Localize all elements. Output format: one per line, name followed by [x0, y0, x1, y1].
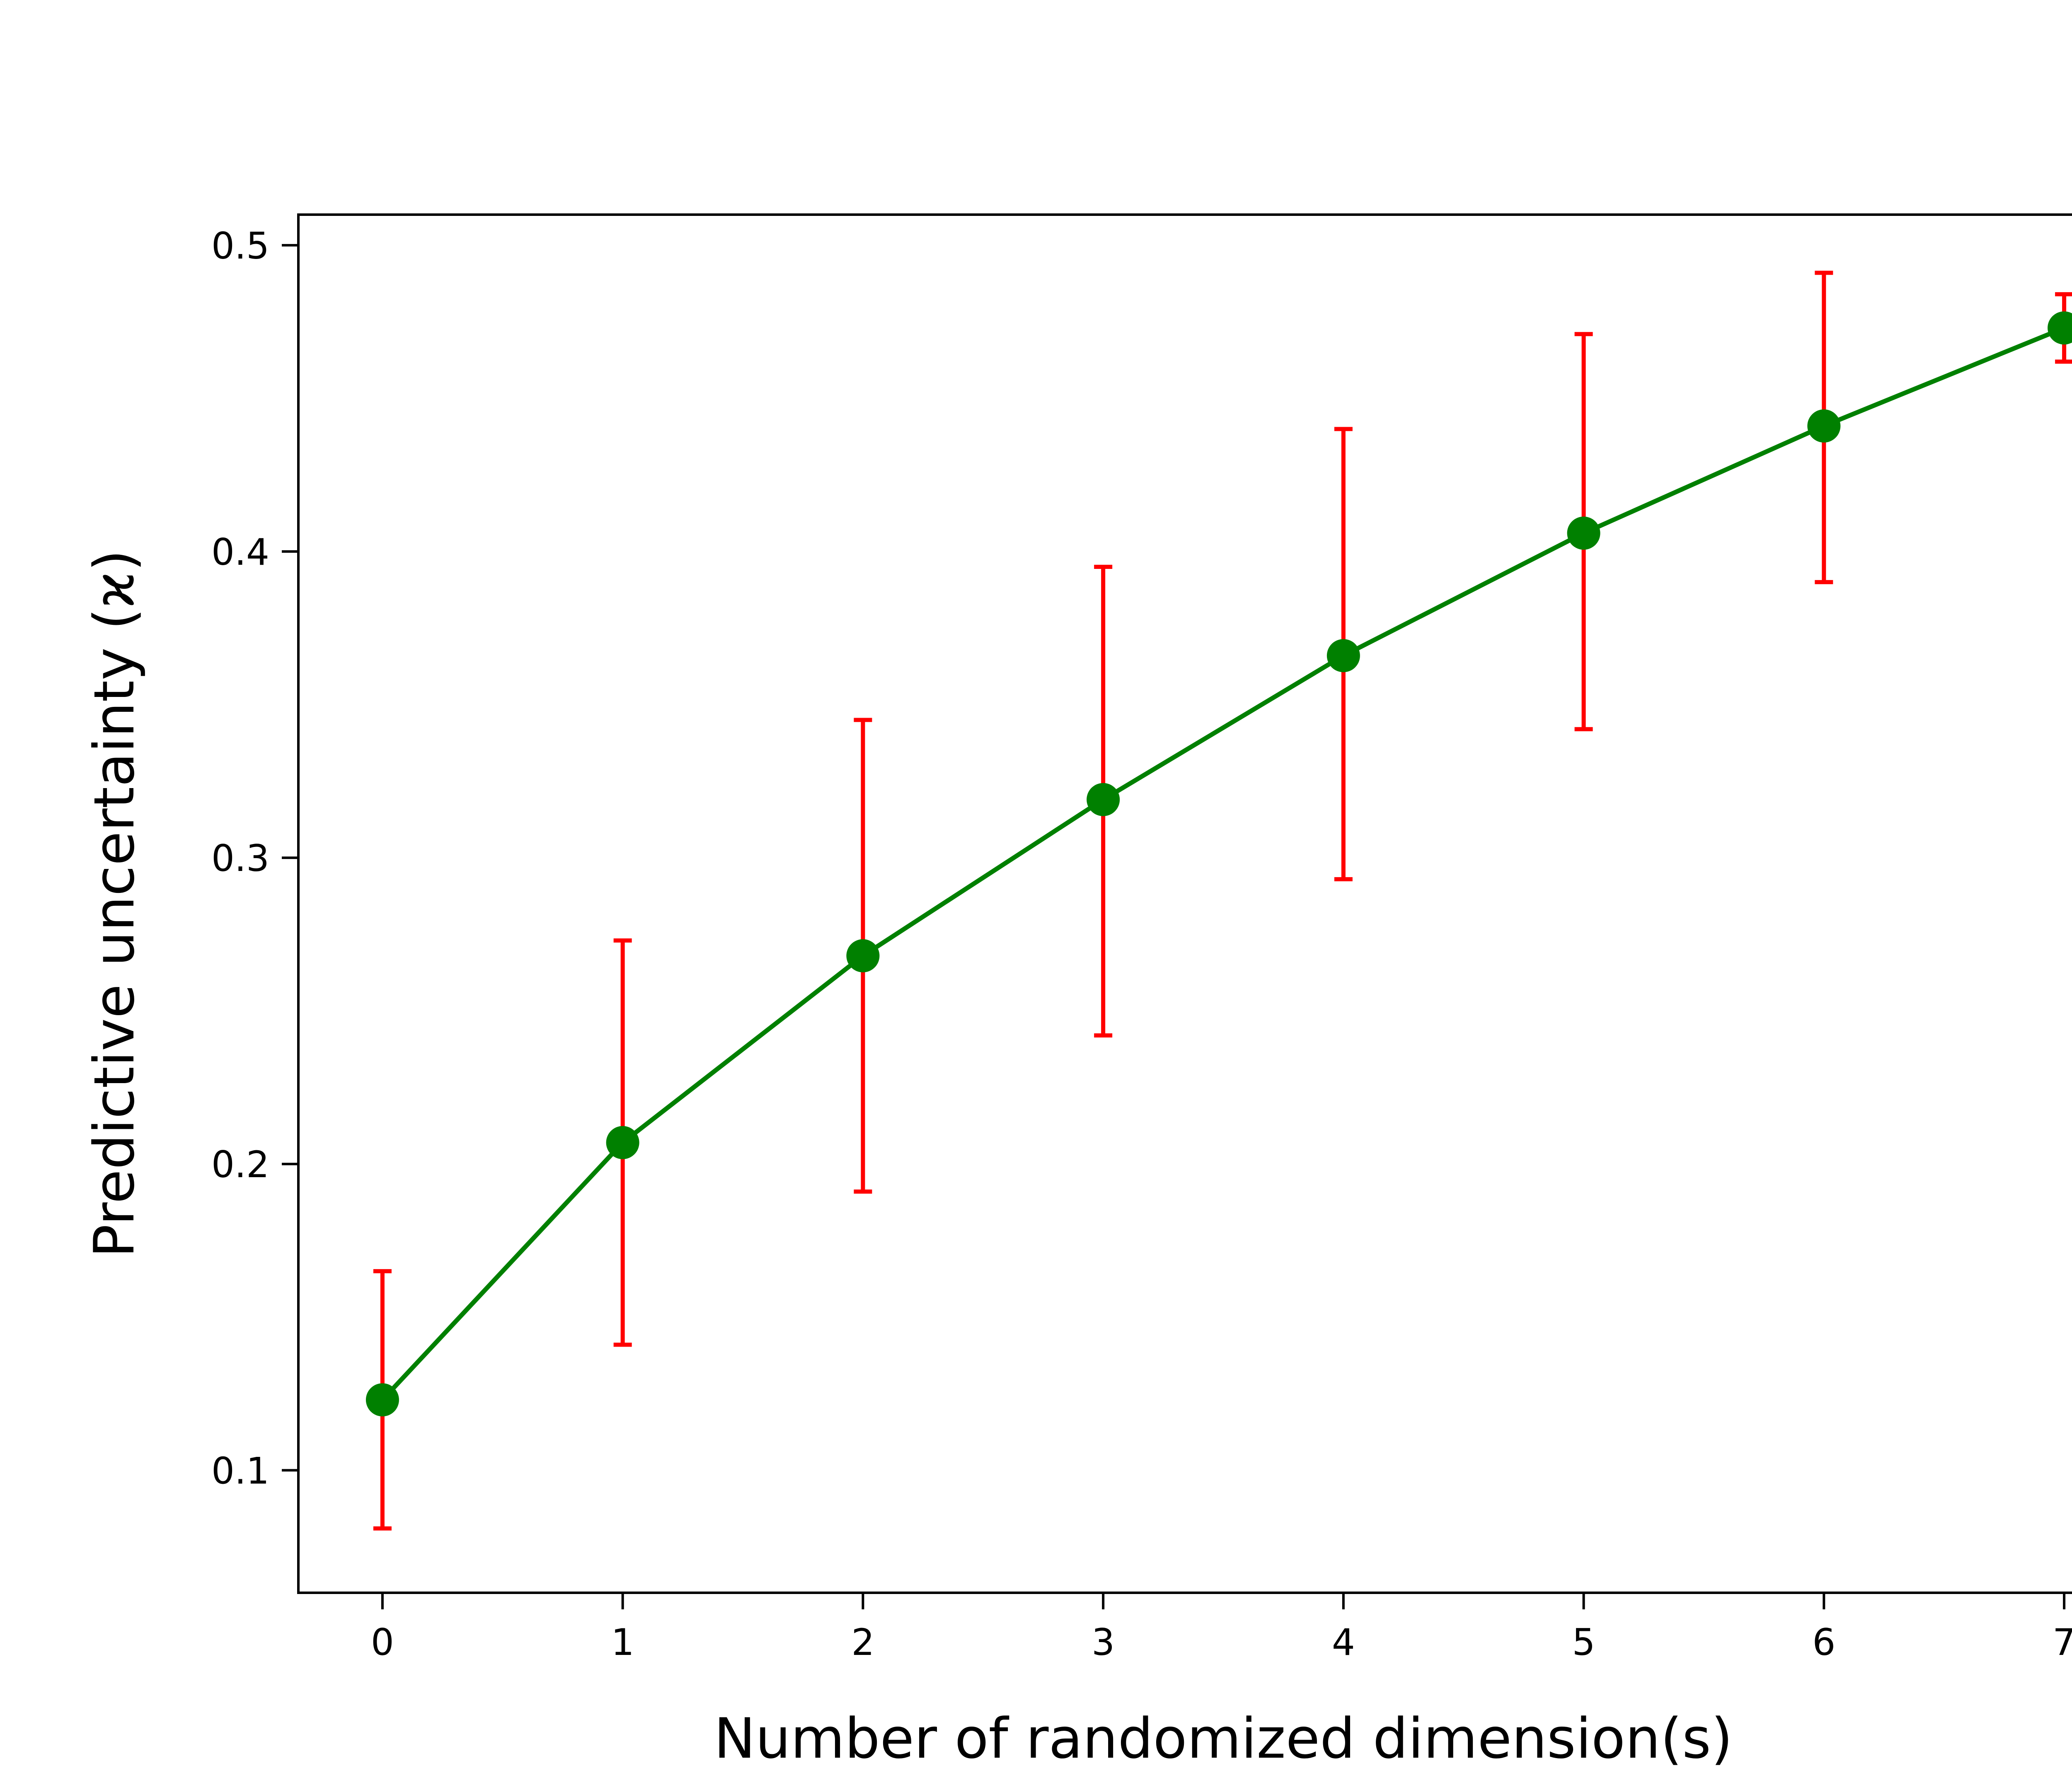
data-point — [606, 1126, 639, 1159]
x-tick-label: 2 — [851, 1621, 874, 1664]
y-axis-ticks: 0.1 0.2 0.3 0.4 0.5 — [211, 225, 298, 1492]
series-line-group — [380, 326, 2065, 1402]
x-tick-label: 6 — [1812, 1621, 1835, 1664]
series-line — [380, 326, 2065, 1402]
x-tick-label: 4 — [1332, 1621, 1355, 1664]
y-tick-label: 0.1 — [211, 1449, 269, 1492]
x-tick-label: 3 — [1092, 1621, 1115, 1664]
y-tick-label: 0.2 — [211, 1143, 269, 1186]
plot-frame — [297, 213, 2072, 1594]
x-tick-label: 1 — [611, 1621, 634, 1664]
error-bars — [373, 271, 2072, 1531]
y-tick-label: 0.3 — [211, 837, 269, 880]
y-tick-label: 0.5 — [211, 225, 269, 267]
data-point — [1807, 409, 1841, 443]
x-axis-label: Number of randomized dimension(s) — [714, 1706, 1733, 1771]
x-tick-label: 0 — [371, 1621, 394, 1664]
x-tick-label: 5 — [1572, 1621, 1595, 1664]
data-point — [2048, 311, 2072, 345]
y-axis-label: Predictive uncertainty (ϰ) — [82, 550, 147, 1258]
data-point — [846, 939, 880, 972]
data-point — [1567, 516, 1600, 550]
x-tick-label: 7 — [2053, 1621, 2072, 1664]
data-point — [1326, 639, 1360, 672]
x-axis-ticks: 0 1 2 3 4 5 6 7 — [371, 1593, 2072, 1664]
data-point — [1087, 783, 1120, 816]
data-points — [366, 311, 2072, 1417]
y-tick-label: 0.4 — [211, 531, 269, 573]
data-point — [366, 1383, 399, 1417]
